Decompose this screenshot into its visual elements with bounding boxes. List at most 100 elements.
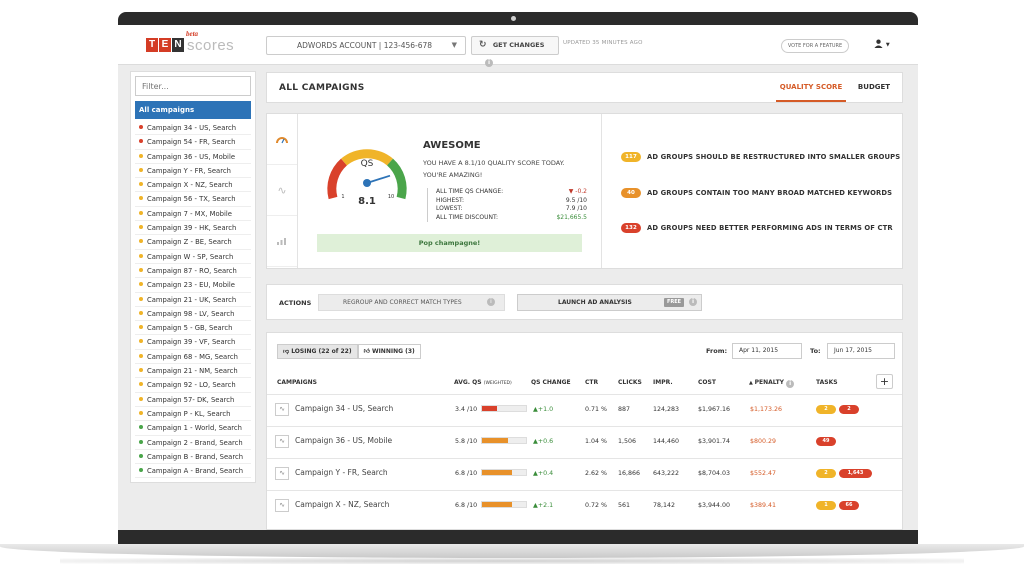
- issue-row[interactable]: 40 AD GROUPS CONTAIN TOO MANY BROAD MATCH…: [621, 188, 892, 198]
- task-badge[interactable]: 49: [816, 437, 836, 446]
- info-icon[interactable]: i: [689, 298, 697, 306]
- vote-feature-button[interactable]: VOTE FOR A FEATURE: [781, 39, 849, 53]
- tab-budget[interactable]: BUDGET: [857, 83, 891, 91]
- info-icon[interactable]: i: [487, 298, 495, 306]
- sidebar-item-campaign[interactable]: Campaign 39 - VF, Search: [135, 335, 251, 350]
- info-icon[interactable]: i: [786, 380, 795, 388]
- winning-toggle[interactable]: 👍︎ WINNING (3): [357, 344, 421, 359]
- to-date-input[interactable]: Jun 17, 2015: [827, 343, 895, 359]
- task-badge[interactable]: 2: [816, 405, 836, 414]
- regroup-button[interactable]: REGROUP AND CORRECT MATCH TYPES i: [318, 294, 505, 311]
- col-avg-qs[interactable]: AVG. QS (WEIGHTED): [454, 379, 512, 386]
- sidebar-item-campaign[interactable]: Campaign 68 - MG, Search: [135, 350, 251, 365]
- score-title: AWESOME: [423, 140, 481, 151]
- sidebar-item-label: Campaign 2 - Brand, Search: [147, 438, 243, 447]
- sidebar-item-campaign[interactable]: Campaign 98 - LV, Search: [135, 307, 251, 322]
- tab-trend[interactable]: ∿: [267, 165, 297, 216]
- table-row[interactable]: ∿ Campaign X - NZ, Search 6.8 /10 ▲+2.1 0.72…: [267, 490, 902, 521]
- sidebar-item-campaign[interactable]: Campaign W - SP, Search: [135, 250, 251, 264]
- info-icon[interactable]: i: [485, 59, 493, 67]
- sidebar-item-campaign[interactable]: Campaign A - Brand, Search: [135, 464, 251, 479]
- sidebar-item-campaign[interactable]: Campaign 21 - NM, Search: [135, 364, 251, 379]
- stat-row: ALL TIME DISCOUNT: $21,665.5: [436, 214, 587, 223]
- tab-gauge[interactable]: [267, 114, 297, 165]
- stat-label: HIGHEST:: [436, 196, 465, 204]
- filter-input[interactable]: [135, 76, 251, 96]
- table-row[interactable]: ∿ Campaign 36 - US, Mobile 5.8 /10 ▲+0.6 1.0…: [267, 426, 902, 457]
- account-select[interactable]: ADWORDS ACCOUNT | 123-456-678 ▼: [266, 36, 466, 55]
- sidebar-item-campaign[interactable]: Campaign 23 - EU, Mobile: [135, 278, 251, 293]
- task-badge[interactable]: 2: [816, 469, 836, 478]
- sidebar-item-campaign[interactable]: Campaign X - NZ, Search: [135, 178, 251, 193]
- trend-icon[interactable]: ∿: [275, 435, 289, 448]
- logo[interactable]: T E N scores beta: [146, 30, 234, 55]
- tab-bars[interactable]: [267, 216, 297, 267]
- sidebar-item-campaign[interactable]: Campaign Y - FR, Search: [135, 164, 251, 179]
- table-row[interactable]: ∿ Campaign 34 - US, Search 3.4 /10 ▲+1.0 0.7…: [267, 394, 902, 425]
- task-badge[interactable]: 1,643: [839, 469, 872, 478]
- sidebar-item-label: Campaign Y - FR, Search: [147, 166, 231, 175]
- sidebar-item-label: Campaign 23 - EU, Mobile: [147, 281, 235, 290]
- sort-icon: ▲: [749, 380, 755, 386]
- sidebar-item-all-campaigns[interactable]: All campaigns: [135, 101, 251, 119]
- sidebar-item-campaign[interactable]: Campaign P - KL, Search: [135, 407, 251, 422]
- col-qs-change[interactable]: QS CHANGE: [531, 379, 571, 386]
- col-penalty[interactable]: ▲ PENALTY i: [749, 379, 795, 388]
- user-menu[interactable]: ▼: [874, 39, 890, 51]
- sidebar-item-campaign[interactable]: Campaign B - Brand, Search: [135, 450, 251, 465]
- trend-icon[interactable]: ∿: [275, 499, 289, 512]
- col-impr[interactable]: IMPR.: [653, 379, 673, 386]
- sidebar-item-campaign[interactable]: Campaign 54 - FR, Search: [135, 135, 251, 150]
- col-campaigns[interactable]: CAMPAIGNS: [277, 379, 318, 386]
- col-ctr[interactable]: CTR: [585, 379, 599, 386]
- sidebar-item-campaign[interactable]: Campaign 87 - RO, Search: [135, 264, 251, 279]
- launch-ad-analysis-button[interactable]: LAUNCH AD ANALYSIS FREE i: [517, 294, 702, 311]
- sidebar-item-campaign[interactable]: Campaign 7 - MX, Mobile: [135, 207, 251, 222]
- col-clicks[interactable]: CLICKS: [618, 379, 642, 386]
- from-date-input[interactable]: Apr 11, 2015: [732, 343, 802, 359]
- gauge-needle: [366, 174, 391, 184]
- campaign-name[interactable]: Campaign 34 - US, Search: [295, 404, 394, 413]
- sidebar-item-campaign[interactable]: Campaign 2 - Brand, Search: [135, 436, 251, 450]
- cell-clicks: 16,866: [618, 470, 641, 477]
- tab-quality-score[interactable]: QUALITY SCORE: [776, 73, 846, 102]
- table-row[interactable]: ∿ Campaign Y - FR, Search 6.8 /10 ▲+0.4 2.62…: [267, 458, 902, 489]
- col-cost[interactable]: COST: [698, 379, 716, 386]
- campaign-name[interactable]: Campaign Y - FR, Search: [295, 468, 388, 477]
- launch-label: LAUNCH AD ANALYSIS: [558, 299, 632, 306]
- status-dot-icon: [139, 182, 143, 187]
- get-changes-button[interactable]: ↻ GET CHANGES i: [471, 36, 559, 67]
- campaign-name[interactable]: Campaign 36 - US, Mobile: [295, 436, 393, 445]
- sidebar-item-label: Campaign 39 - VF, Search: [147, 338, 236, 347]
- status-dot-icon: [139, 325, 143, 330]
- gauge-hub: [363, 179, 371, 187]
- account-select-value: ADWORDS ACCOUNT | 123-456-678: [297, 41, 433, 50]
- sidebar-item-campaign[interactable]: Campaign 34 - US, Search: [135, 121, 251, 136]
- issue-row[interactable]: 117 AD GROUPS SHOULD BE RESTRUCTURED INTO…: [621, 152, 900, 162]
- sidebar-item-campaign[interactable]: Campaign 92 - LO, Search: [135, 378, 251, 393]
- add-button[interactable]: +: [876, 374, 893, 389]
- sidebar-item-campaign[interactable]: Campaign 21 - UK, Search: [135, 293, 251, 307]
- sidebar-item-campaign[interactable]: Campaign 36 - US, Mobile: [135, 150, 251, 164]
- campaign-name[interactable]: Campaign X - NZ, Search: [295, 500, 390, 509]
- task-badge[interactable]: 1: [816, 501, 836, 510]
- cell-change: ▲+1.0: [533, 406, 554, 413]
- sidebar-item-campaign[interactable]: Campaign 1 - World, Search: [135, 421, 251, 436]
- losing-toggle[interactable]: 👎︎ LOSING (22 of 22): [277, 344, 358, 359]
- trend-icon[interactable]: ∿: [275, 403, 289, 416]
- issue-row[interactable]: 132 AD GROUPS NEED BETTER PERFORMING ADS …: [621, 223, 893, 233]
- qs-progress-bar: [481, 469, 527, 476]
- col-tasks[interactable]: TASKS: [816, 379, 838, 386]
- view-tabs: ∿: [267, 114, 298, 268]
- sidebar-item-campaign[interactable]: Campaign 56 - TX, Search: [135, 192, 251, 207]
- sidebar-item-label: Campaign B - Brand, Search: [147, 452, 244, 461]
- screen: T E N scores beta ADWORDS ACCOUNT | 123-…: [118, 25, 918, 530]
- sidebar-item-campaign[interactable]: Campaign 5 - GB, Search: [135, 321, 251, 336]
- sidebar-item-campaign[interactable]: Campaign 39 - HK, Search: [135, 221, 251, 236]
- sidebar-item-campaign[interactable]: Campaign 57- DK, Search: [135, 393, 251, 407]
- gauge-label: QS: [361, 159, 374, 169]
- task-badge[interactable]: 2: [839, 405, 859, 414]
- task-badge[interactable]: 66: [839, 501, 859, 510]
- sidebar-item-campaign[interactable]: Campaign Z - BE, Search: [135, 235, 251, 250]
- trend-icon[interactable]: ∿: [275, 467, 289, 480]
